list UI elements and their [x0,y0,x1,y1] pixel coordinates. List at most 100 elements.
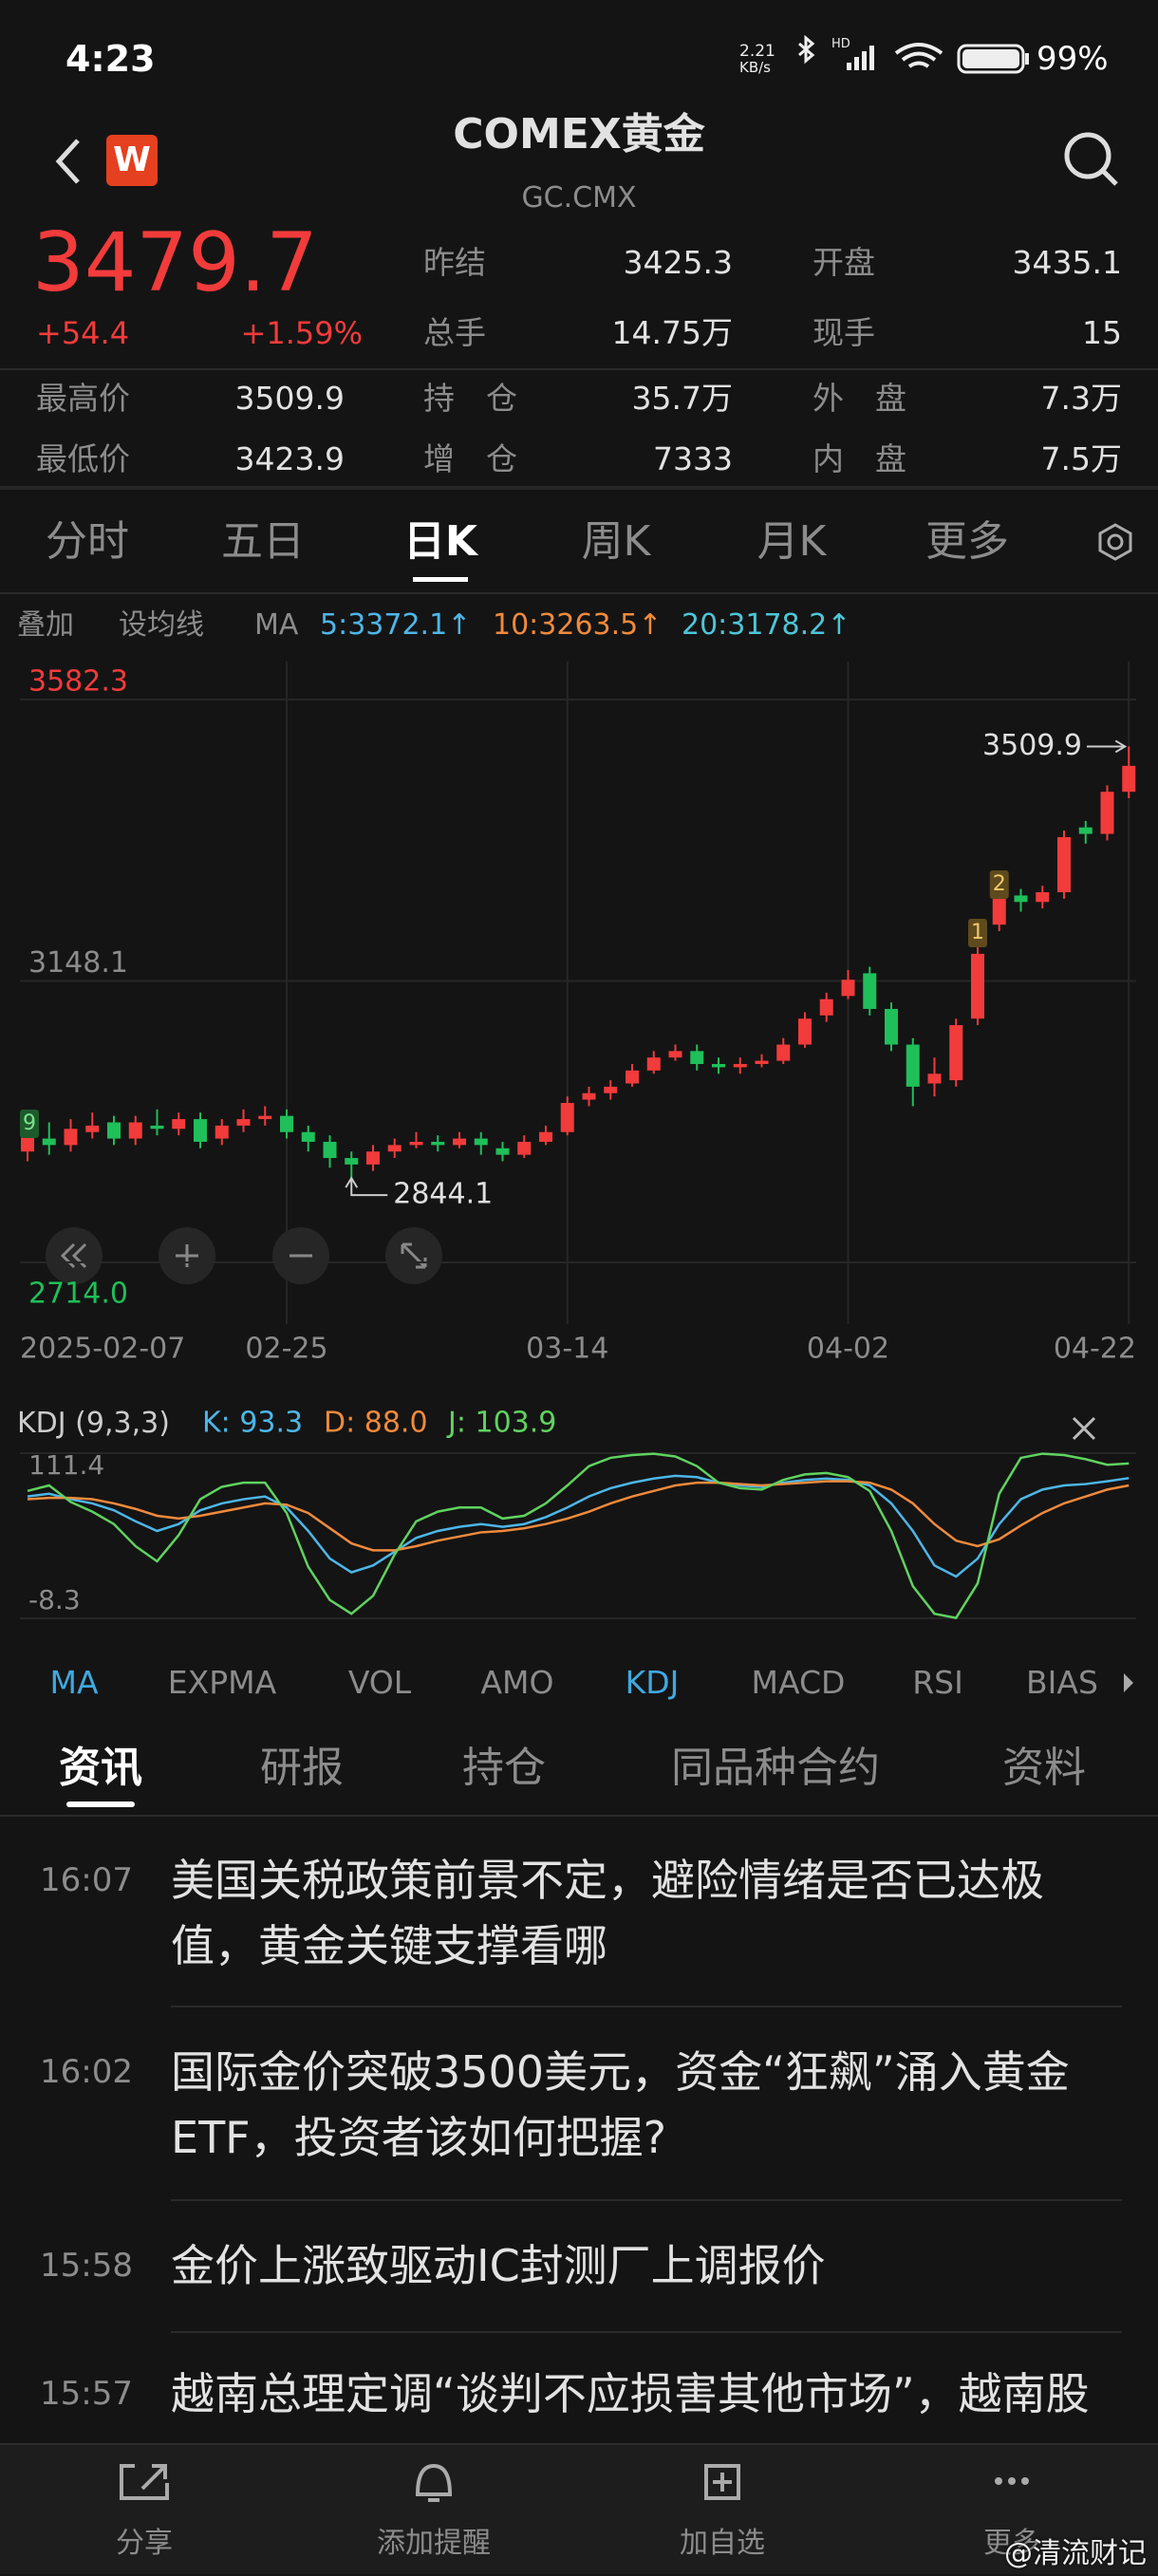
candle-body [431,1141,445,1146]
bottom-nav: 分享 添加提醒 加自选 更多 @清流财记 [0,2443,1158,2574]
set-ma-button[interactable]: 设均线 [119,608,204,642]
field-value: 3425.3 [623,244,733,281]
watermark: @清流财记 [1004,2537,1147,2570]
candle-body [21,1135,34,1152]
field-label: 现手 [812,314,875,351]
field-value: 35.7万 [631,380,733,417]
candle-body [495,1148,510,1155]
x-tick-label: 04-22 [1054,1333,1136,1366]
x-tick-label: 02-25 [245,1333,327,1366]
kdj-line [27,1474,1130,1578]
nav-share[interactable]: 分享 [116,2527,173,2560]
candle-body [366,1151,380,1165]
overlay-button[interactable]: 叠加 [17,608,74,642]
indicator-tab[interactable]: AMO [480,1664,554,1701]
kdj-line [27,1452,1130,1619]
y-tick-label: 111.4 [28,1449,104,1481]
search-button[interactable] [1064,132,1118,186]
y-tick-label: 2714.0 [28,1278,128,1311]
x-tick-label: 03-14 [526,1333,608,1366]
candle-body [971,953,984,1019]
back-button[interactable] [55,139,80,184]
chart-controls[interactable] [46,1227,442,1284]
candle-body [668,1051,682,1058]
period-tab[interactable]: 月K [756,517,827,566]
candle-body [690,1051,704,1065]
candle-body [64,1129,78,1146]
indicator-tab[interactable]: MA [49,1664,99,1701]
candle-body [215,1125,229,1139]
nav-alert[interactable]: 添加提醒 [377,2527,491,2560]
field-value: 3509.9 [234,380,345,417]
news-title[interactable]: 越南总理定调“谈判不应损害其他市场”，越南股 [171,2368,1090,2419]
candle-body [236,1119,251,1126]
indicator-tab[interactable]: KDJ [625,1664,680,1701]
period-tab[interactable]: 更多 [925,517,1009,566]
field-label: 外 盘 [812,380,906,417]
news-tab[interactable]: 持仓 [462,1744,546,1792]
news-title[interactable]: 国际金价突破3500美元，资金“狂飙”涌入黄金ETF，投资者该如何把握? [171,2046,1070,2163]
y-tick-label: -8.3 [28,1584,81,1615]
net-unit: KB/s [739,59,771,76]
y-tick-label: 3582.3 [28,665,128,699]
marker: 1 [971,921,984,944]
status-time: 4:23 [65,38,156,80]
field-label: 昨结 [423,244,486,281]
field-value: 7.3万 [1040,380,1122,417]
candle-body [646,1057,661,1071]
low-label: 2844.1 [393,1178,493,1211]
period-tab[interactable]: 周K [581,517,651,566]
candle-body [539,1131,552,1142]
news-title[interactable]: 金价上涨致驱动IC封测厂上调报价 [171,2240,826,2291]
candle-body [517,1141,532,1155]
news-tab[interactable]: 研报 [260,1744,344,1792]
indicator-tab[interactable]: VOL [347,1664,412,1701]
indicator-tab[interactable]: EXPMA [167,1664,277,1701]
ma10: 10:3263.5↑ [493,608,663,642]
candle-body [1078,827,1093,834]
field-value: 14.75万 [611,314,733,351]
indicator-tab[interactable]: BIAS [1026,1664,1098,1701]
field-label: 增 仓 [423,440,517,477]
close-indicator[interactable] [1072,1416,1096,1441]
candle-body [1057,836,1071,893]
news-tab-active[interactable]: 资讯 [59,1744,142,1792]
period-tab[interactable]: 分时 [46,517,129,566]
settings-button[interactable] [1098,523,1132,561]
period-tab[interactable]: 五日 [221,517,305,566]
legend-entry: J: 103.9 [446,1407,556,1440]
divider [0,486,1158,490]
nav-watchlist[interactable]: 加自选 [680,2527,765,2560]
indicator-tab[interactable]: RSI [912,1664,963,1701]
candle-body [387,1145,402,1152]
change: +54.4 [36,315,130,351]
candle-body [323,1141,337,1159]
candle-body [453,1138,466,1146]
news-tab[interactable]: 资料 [1002,1744,1086,1792]
nav-more[interactable]: 更多 [983,2527,1040,2560]
candle-body [992,892,1006,925]
field-label: 内 盘 [812,440,906,477]
news-tab[interactable]: 同品种合约 [671,1744,880,1792]
candle-body [733,1064,747,1068]
candle-body [194,1119,207,1142]
news-title[interactable]: 美国关税政策前景不定，避险情绪是否已达极值，黄金关键支撑看哪 [171,1855,1044,1971]
candle-body [1100,792,1114,834]
ma-label: MA [254,608,299,642]
network-type: HD [831,37,850,51]
more-arrow[interactable] [1124,1673,1133,1692]
marker-box [989,870,1009,899]
candle-body [1036,892,1050,903]
indicator-tab[interactable]: MACD [751,1664,846,1701]
title: COMEX黄金 [453,110,705,159]
candle-body [474,1138,488,1146]
high-label: 3509.9 [982,729,1082,762]
period-tab-active[interactable]: 日K [402,517,478,566]
tab-underline [413,577,468,582]
low-pointer [345,1176,388,1197]
candle-body [798,1018,812,1045]
legend-entry: K: 93.3 [202,1407,303,1440]
candle-body [841,980,855,997]
field-value: 15 [1082,314,1122,351]
marker: 9 [23,1111,36,1135]
